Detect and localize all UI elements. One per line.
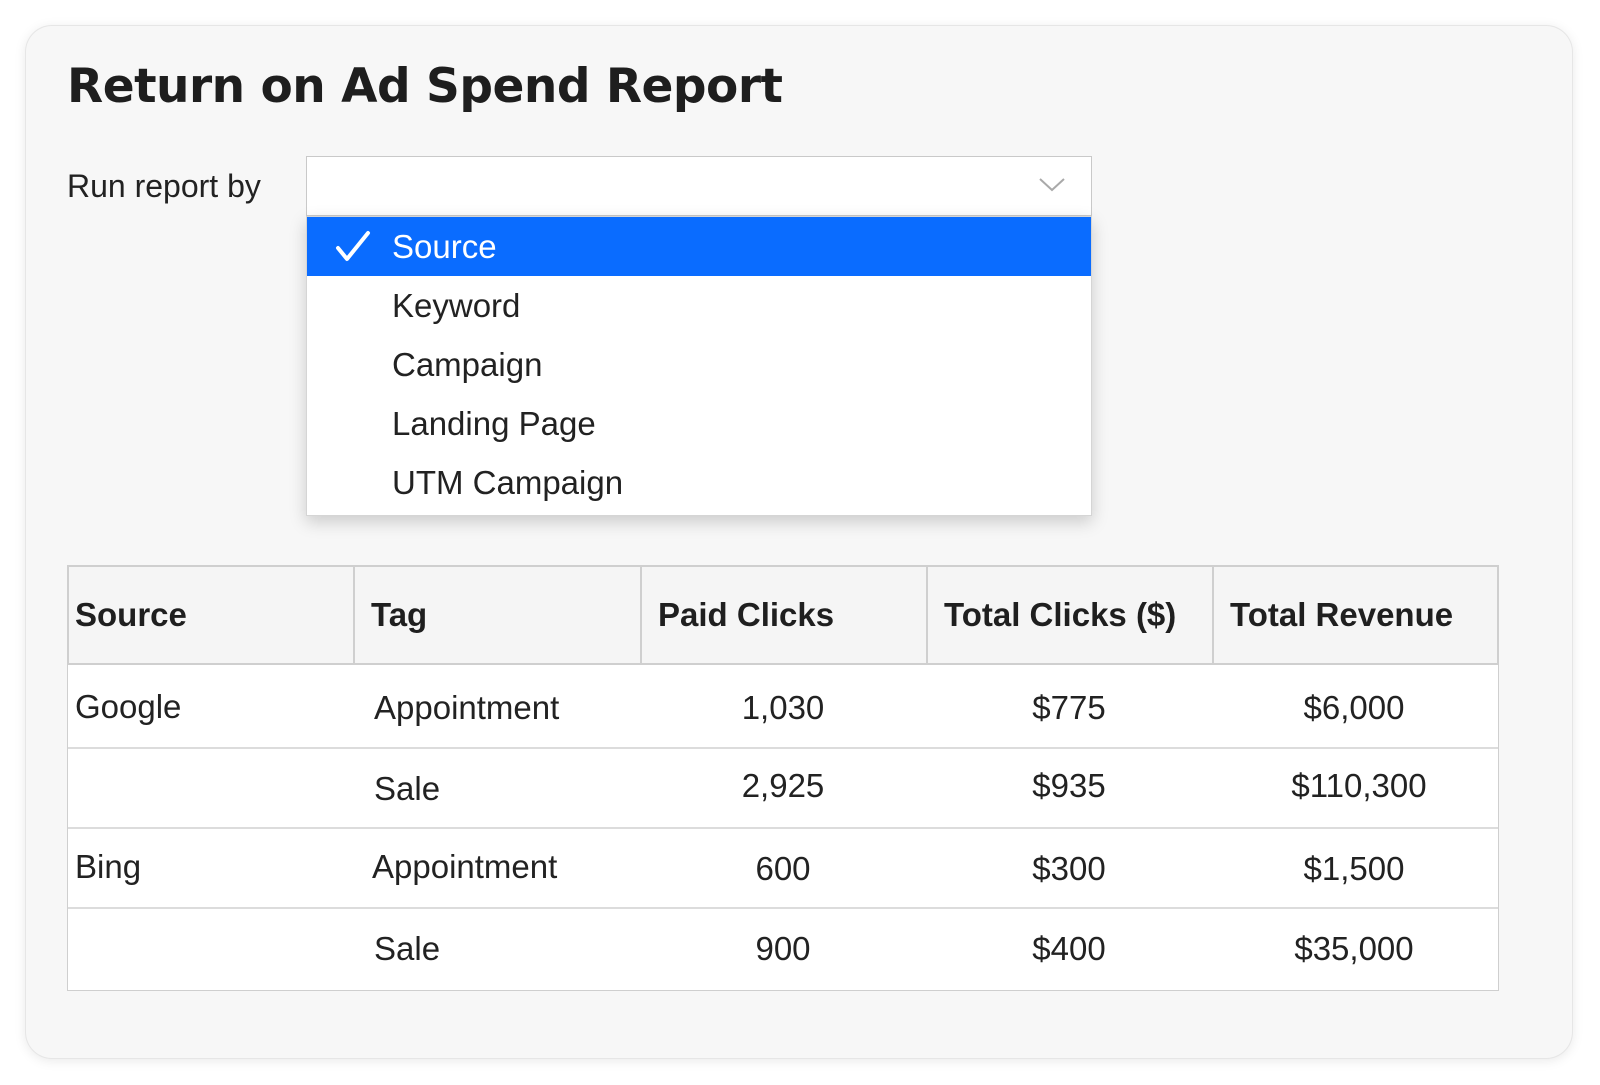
table-body: Google Appointment 1,030 $775 $6,000 Sal… — [67, 665, 1499, 991]
checkmark-icon — [336, 231, 370, 261]
cell-total-revenue: $6,000 — [1303, 689, 1405, 726]
option-campaign[interactable]: Campaign — [307, 335, 1091, 394]
option-utm-campaign[interactable]: UTM Campaign — [307, 453, 1091, 512]
cell-paid-clicks: 600 — [755, 850, 811, 887]
column-divider — [640, 567, 642, 663]
run-report-by-label: Run report by — [67, 168, 261, 204]
option-label: Campaign — [392, 346, 543, 383]
cell-source: Bing — [75, 848, 142, 885]
cell-total-clicks: $775 — [1032, 689, 1106, 726]
page-title: Return on Ad Spend Report — [67, 59, 783, 114]
cell-paid-clicks: 900 — [755, 930, 811, 967]
row-divider — [68, 907, 1498, 909]
dropdown-menu: Source Keyword Campaign Landing Page UTM… — [306, 216, 1092, 516]
table-header: Source Tag Paid Clicks Total Clicks ($) … — [67, 565, 1499, 665]
chevron-down-icon — [1039, 178, 1065, 192]
column-header-tag: Tag — [371, 596, 428, 633]
row-divider — [68, 827, 1498, 829]
option-label: Keyword — [392, 287, 521, 324]
table-row: Sale 900 $400 $35,000 — [68, 909, 1498, 989]
cell-total-clicks: $935 — [1032, 767, 1106, 804]
cell-source: Google — [75, 688, 182, 725]
cell-total-clicks: $300 — [1032, 850, 1106, 887]
cell-paid-clicks: 2,925 — [741, 767, 825, 804]
cell-total-revenue: $1,500 — [1303, 850, 1405, 887]
table-row: Bing Appointment 600 $300 $1,500 — [68, 829, 1498, 907]
column-header-total-revenue: Total Revenue — [1230, 596, 1454, 633]
table-row: Sale 2,925 $935 $110,300 — [68, 749, 1498, 827]
table-row: Google Appointment 1,030 $775 $6,000 — [68, 665, 1498, 747]
option-label: UTM Campaign — [392, 464, 624, 501]
cell-tag: Appointment — [372, 848, 558, 885]
column-header-paid-clicks: Paid Clicks — [658, 596, 835, 633]
run-report-by-select[interactable] — [306, 156, 1092, 216]
cell-total-revenue: $35,000 — [1294, 930, 1414, 967]
column-divider — [1212, 567, 1214, 663]
option-keyword[interactable]: Keyword — [307, 276, 1091, 335]
cell-total-clicks: $400 — [1032, 930, 1106, 967]
column-divider — [353, 567, 355, 663]
cell-tag: Sale — [374, 930, 441, 967]
cell-tag: Sale — [374, 770, 441, 807]
cell-tag: Appointment — [374, 689, 560, 726]
option-source[interactable]: Source — [307, 217, 1091, 276]
row-divider — [68, 747, 1498, 749]
option-landing-page[interactable]: Landing Page — [307, 394, 1091, 453]
column-header-source: Source — [75, 596, 187, 633]
column-header-total-clicks: Total Clicks ($) — [944, 596, 1177, 633]
option-label: Landing Page — [392, 405, 596, 442]
option-label: Source — [392, 228, 497, 265]
column-divider — [926, 567, 928, 663]
cell-total-revenue: $110,300 — [1291, 767, 1427, 804]
cell-paid-clicks: 1,030 — [741, 689, 825, 726]
